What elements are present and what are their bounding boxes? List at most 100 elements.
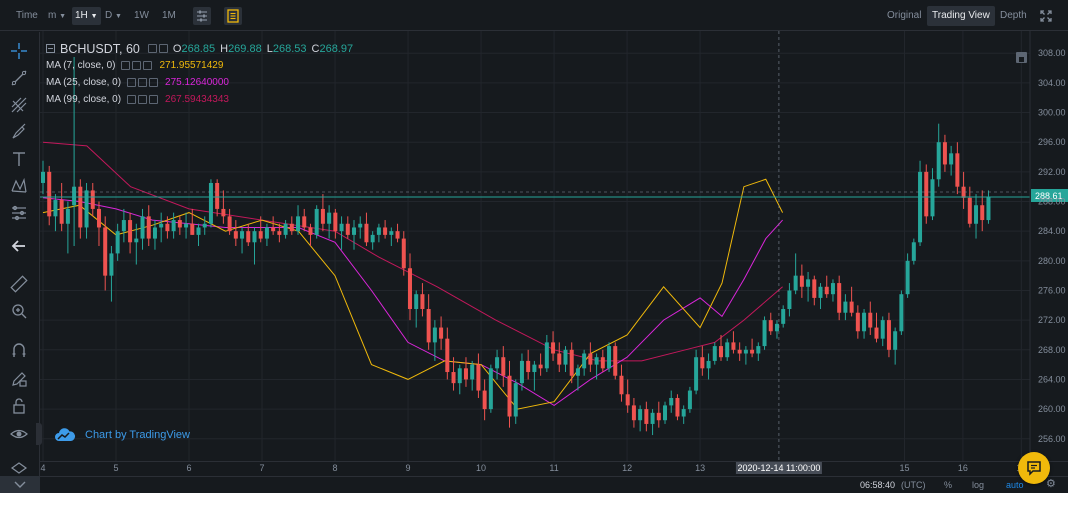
pitchfork-tool[interactable] <box>8 94 30 116</box>
candle-body <box>588 353 593 365</box>
chart-settings-gear-icon[interactable]: ⚙ <box>1046 478 1056 490</box>
ma99-line <box>42 141 783 362</box>
eye-icon <box>10 429 28 439</box>
settings-icon[interactable] <box>158 44 168 53</box>
chart-legend: BCHUSDT, 60 O 268.85 H 269.88 L 268.53 C 268… <box>46 40 353 108</box>
candle-body <box>955 153 960 187</box>
candle-body <box>190 223 195 235</box>
timezone-button[interactable]: (UTC) <box>901 480 926 490</box>
indicator-settings-button[interactable] <box>193 7 211 25</box>
eye-icon[interactable] <box>127 78 137 87</box>
candle-body <box>115 231 120 254</box>
pencil-lock-icon <box>12 372 27 387</box>
candle-body <box>308 227 313 235</box>
trend-line-icon <box>11 70 27 86</box>
prediction-tool[interactable] <box>8 202 30 224</box>
candle-body <box>638 409 643 421</box>
candle-body <box>140 216 145 239</box>
candle-body <box>470 364 475 380</box>
interval-week-button[interactable]: 1W <box>134 10 149 21</box>
interval-minute-dropdown[interactable]: m ▼ <box>45 7 69 25</box>
trading-chart-app: Time m ▼ 1H ▼ D ▼ 1W 1M Original Trading… <box>0 0 1068 493</box>
candle-body <box>613 346 618 376</box>
candle-body <box>414 294 419 310</box>
candle-body <box>240 231 245 239</box>
zoom-in-tool[interactable] <box>8 300 30 322</box>
ma99-label: MA (99, close, 0) <box>46 94 122 105</box>
candle-body <box>432 327 437 343</box>
back-button[interactable] <box>8 235 30 257</box>
candle-body <box>706 360 711 369</box>
high-value: 269.88 <box>228 42 262 55</box>
lock-drawing-tool[interactable] <box>8 368 30 390</box>
ruler-tool[interactable] <box>8 273 30 295</box>
candle-body <box>924 171 929 217</box>
watermark-toggle[interactable] <box>36 423 42 445</box>
interval-time-button[interactable]: Time <box>16 10 38 21</box>
clock-display: 06:58:40 <box>860 480 896 490</box>
ruler-icon <box>10 275 28 293</box>
view-original-button[interactable]: Original <box>887 10 922 21</box>
collapse-legend-button[interactable] <box>46 44 55 53</box>
pattern-tool[interactable] <box>8 175 30 197</box>
eye-icon[interactable] <box>147 44 157 53</box>
close-icon[interactable] <box>143 61 153 70</box>
candle-body <box>619 375 624 395</box>
settings-icon[interactable] <box>138 78 148 87</box>
chat-support-button[interactable] <box>1018 452 1050 484</box>
indicators-button[interactable] <box>224 7 242 25</box>
candle-body <box>849 301 854 313</box>
ma99-legend-row: MA (99, close, 0) 267.59434343 <box>46 91 353 108</box>
candle-body <box>364 223 369 243</box>
log-scale-toggle[interactable]: log <box>972 480 985 490</box>
fullscreen-button[interactable] <box>1037 7 1055 25</box>
eye-icon[interactable] <box>127 95 137 104</box>
time-tick-label: 13 <box>695 463 705 473</box>
drawing-toolbar <box>0 32 40 476</box>
collapse-toolbar-button[interactable] <box>0 476 40 493</box>
close-icon[interactable] <box>149 78 159 87</box>
time-tick-label: 8 <box>333 463 338 473</box>
chart-axes: 308.00 304.00 300.00 296.00 292.00 288.00 284.… <box>40 31 1068 476</box>
delete-drawings-tool[interactable] <box>8 458 30 480</box>
candle-body <box>482 390 487 410</box>
screenshot-button[interactable] <box>1016 52 1027 63</box>
close-icon[interactable] <box>149 95 159 104</box>
percent-scale-toggle[interactable]: % <box>944 480 953 490</box>
ma7-line <box>42 178 784 410</box>
eye-icon[interactable] <box>121 61 131 70</box>
chat-icon <box>1027 461 1041 476</box>
view-depth-button[interactable]: Depth <box>1000 10 1027 21</box>
settings-icon[interactable] <box>132 61 142 70</box>
candle-body <box>806 279 811 287</box>
auto-scale-toggle[interactable]: auto <box>1006 480 1024 490</box>
time-tick-label: 5 <box>114 463 119 473</box>
view-tradingview-button[interactable]: Trading View <box>927 6 995 26</box>
text-tool[interactable] <box>8 148 30 170</box>
visibility-tool[interactable] <box>8 423 30 445</box>
candle-body <box>687 390 692 410</box>
time-tick-label: 11 <box>549 463 558 473</box>
ma99-value: 267.59434343 <box>165 94 229 105</box>
magnet-tool[interactable] <box>8 339 30 361</box>
candle-body <box>320 208 325 224</box>
brush-tool[interactable] <box>8 121 30 143</box>
candle-body <box>656 412 661 421</box>
interval-month-button[interactable]: 1M <box>162 10 176 21</box>
lock-tool[interactable] <box>8 395 30 417</box>
interval-hour-dropdown[interactable]: 1H ▼ <box>72 7 101 25</box>
candle-body <box>631 405 636 421</box>
candle-body <box>513 383 518 417</box>
settings-icon[interactable] <box>138 95 148 104</box>
cloud-icon <box>55 428 76 441</box>
interval-day-dropdown[interactable]: D ▼ <box>102 7 125 25</box>
tradingview-watermark[interactable]: Chart by TradingView <box>54 428 190 442</box>
trend-line-tool[interactable] <box>8 67 30 89</box>
ma25-label: MA (25, close, 0) <box>46 77 122 88</box>
candle-body <box>526 360 531 373</box>
crosshair-tool[interactable] <box>8 40 30 62</box>
candle-body <box>401 238 406 269</box>
time-tick-label: 10 <box>476 463 486 473</box>
bottom-status-bar: 06:58:40 (UTC) % log auto ⚙ <box>40 476 1068 493</box>
